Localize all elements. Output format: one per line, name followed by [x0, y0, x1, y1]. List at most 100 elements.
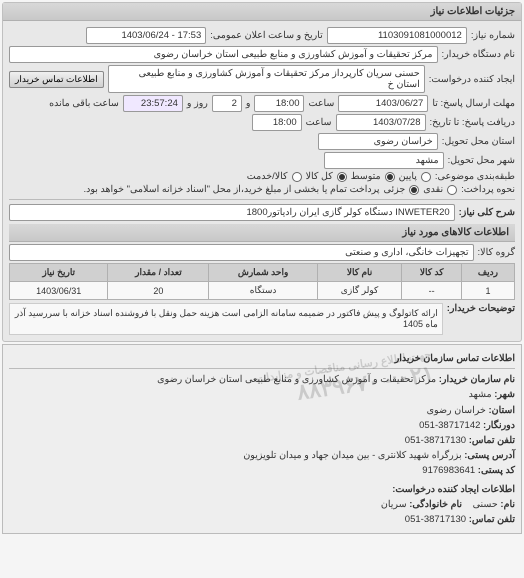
cell-code: -- [402, 282, 461, 300]
goods-table: ردیف کد کالا نام کالا واحد شمارش تعداد /… [9, 263, 515, 300]
notes-field: ارائه کاتولوگ و پیش فاکتور در ضمیمه ساما… [9, 303, 443, 335]
info-body: شماره نیاز: 1103091081000012 تاریخ و ساع… [3, 21, 521, 341]
contact-org-label: نام سازمان خریدار: [439, 374, 515, 385]
buyer-org-label: نام دستگاه خریدار: [442, 49, 516, 60]
row-deadline: مهلت ارسال پاسخ: تا 1403/06/27 ساعت 18:0… [9, 95, 515, 112]
contact-lname-label: نام: [500, 499, 515, 510]
radio-all-goods-label: کل کالا [306, 171, 333, 182]
deadline-time-field: 18:00 [254, 95, 304, 112]
contact-header: اطلاعات تماس سازمان خریدار [9, 351, 515, 369]
req-creator-header: اطلاعات ایجاد کننده درخواست: [9, 482, 515, 497]
city-field: مشهد [324, 152, 444, 169]
contact-tel-label: تلفن تماس: [469, 435, 515, 446]
col-name: نام کالا [317, 264, 402, 282]
row-province: استان محل تحویل: خراسان رضوی [9, 133, 515, 150]
need-title-label: شرح کلی نیاز: [459, 207, 515, 218]
contact-line-org: نام سازمان خریدار: مرکز تحقیقات و آموزش … [9, 372, 515, 387]
row-need-title: شرح کلی نیاز: INWETER20 دستگاه کولر گازی… [9, 204, 515, 221]
col-date: تاریخ نیاز [10, 264, 108, 282]
cell-qty: 20 [108, 282, 209, 300]
contact-address: بزرگراه شهید کلانتری - بین میدان جهاد و … [243, 450, 461, 461]
cell-date: 1403/06/31 [10, 282, 108, 300]
number-label: شماره نیاز: [471, 30, 515, 41]
row-notes: توضیحات خریدار: ارائه کاتولوگ و پیش فاکت… [9, 303, 515, 335]
contact-fax: 38717142-051 [419, 420, 480, 431]
deadline-time-label: ساعت [308, 98, 334, 109]
number-field: 1103091081000012 [327, 27, 467, 44]
col-code: کد کالا [402, 264, 461, 282]
deadline-date-field: 1403/06/27 [338, 95, 428, 112]
receipt-time-label: ساعت [306, 117, 332, 128]
row-requester: ایجاد کننده درخواست: حسنی سریان کارپرداز… [9, 65, 515, 93]
contact-post: 9176983641 [422, 465, 475, 476]
province-label: استان محل تحویل: [442, 136, 515, 147]
contact-post-label: کد پستی: [478, 465, 515, 476]
contact-line-province: استان: خراسان رضوی [9, 403, 515, 418]
budget-label: طبقه‌بندی موضوعی: [435, 171, 515, 182]
col-row: ردیف [461, 264, 514, 282]
goods-group-label: گروه کالا: [478, 247, 515, 258]
divider [9, 199, 515, 200]
contact-panel: اطلاعات تماس سازمان خریدار نام سازمان خر… [2, 344, 522, 534]
radio-mid-label: متوسط [351, 171, 381, 182]
goods-group-field: تجهیزات خانگی، اداری و صنعتی [9, 244, 474, 261]
contact-line-tel2: تلفن تماس: 38717130-051 [9, 512, 515, 527]
buyer-org-field: مرکز تحقیقات و آموزش کشاورزی و منابع طبی… [9, 46, 438, 63]
and-label: و [246, 98, 251, 109]
goods-table-header-row: ردیف کد کالا نام کالا واحد شمارش تعداد /… [10, 264, 515, 282]
panel-title: جزئیات اطلاعات نیاز [3, 3, 521, 21]
receipt-date-field: 1403/07/28 [336, 114, 426, 131]
cell-unit: دستگاه [209, 282, 317, 300]
contact-fname-label: نام خانوادگی: [409, 499, 462, 510]
goods-header: اطلاعات کالاهای مورد نیاز [9, 224, 515, 242]
row-payment: نحوه پرداخت: نقدی جزئی پرداخت تمام یا بخ… [9, 184, 515, 195]
row-buyer: نام دستگاه خریدار: مرکز تحقیقات و آموزش … [9, 46, 515, 63]
cell-name: کولر گازی [317, 282, 402, 300]
contact-city: مشهد [469, 389, 492, 400]
receipt-label: دریافت پاسخ: تا تاریخ: [430, 117, 516, 128]
row-city: شهر محل تحویل: مشهد [9, 152, 515, 169]
contact-line-city: شهر: مشهد [9, 387, 515, 402]
contact-province: خراسان رضوی [427, 405, 486, 416]
radio-cash[interactable] [292, 172, 302, 182]
contact-line-post: کد پستی: 9176983641 [9, 463, 515, 478]
receipt-time-field: 18:00 [252, 114, 302, 131]
radio-mid[interactable] [385, 172, 395, 182]
days-field: 2 [212, 95, 242, 112]
row-budget: طبقه‌بندی موضوعی: پایین متوسط کل کالا کا… [9, 171, 515, 182]
contact-line-address: آدرس پستی: بزرگراه شهید کلانتری - بین می… [9, 448, 515, 463]
cell-row: 1 [461, 282, 514, 300]
radio-pay-partial[interactable] [409, 185, 419, 195]
contact-tel: 38717130-051 [405, 435, 466, 446]
contact-line-name: نام: حسنی نام خانوادگی: سریان [9, 497, 515, 512]
contact-tel2-label: تلفن تماس: [469, 514, 515, 525]
city-label: شهر محل تحویل: [448, 155, 515, 166]
contact-fname: سریان [381, 499, 407, 510]
deadline-label: مهلت ارسال پاسخ: تا [432, 98, 515, 109]
contact-address-label: آدرس پستی: [464, 450, 515, 461]
contact-info-button[interactable]: اطلاعات تماس خریدار [9, 71, 104, 88]
requester-label: ایجاد کننده درخواست: [429, 74, 515, 85]
announce-field: 17:53 - 1403/06/24 [86, 27, 206, 44]
days-label: روز و [187, 98, 208, 109]
row-goods-group: گروه کالا: تجهیزات خانگی، اداری و صنعتی [9, 244, 515, 261]
row-receipt: دریافت پاسخ: تا تاریخ: 1403/07/28 ساعت 1… [9, 114, 515, 131]
remaining-label: ساعت باقی مانده [49, 98, 119, 109]
contact-line-tel: تلفن تماس: 38717130-051 [9, 433, 515, 448]
contact-org: مرکز تحقیقات و آموزش کشاورزی و منابع طبی… [157, 374, 436, 385]
need-title-field: INWETER20 دستگاه کولر گازی ایران رادیاتو… [9, 204, 455, 221]
payment-note: پرداخت تمام یا بخشی از مبلغ خرید،از محل … [84, 184, 380, 195]
radio-pay-cash[interactable] [447, 185, 457, 195]
contact-lname: حسنی [473, 499, 498, 510]
col-unit: واحد شمارش [209, 264, 317, 282]
radio-cash-label: کالا/خدمت [247, 171, 288, 182]
contact-line-fax: دورنگار: 38717142-051 [9, 418, 515, 433]
announce-label: تاریخ و ساعت اعلان عمومی: [210, 30, 323, 41]
row-number: شماره نیاز: 1103091081000012 تاریخ و ساع… [9, 27, 515, 44]
radio-pay-partial-label: جزئی [384, 184, 406, 195]
col-qty: تعداد / مقدار [108, 264, 209, 282]
province-field: خراسان رضوی [318, 133, 438, 150]
radio-low[interactable] [421, 172, 431, 182]
radio-all-goods[interactable] [337, 172, 347, 182]
table-row: 1 -- کولر گازی دستگاه 20 1403/06/31 [10, 282, 515, 300]
